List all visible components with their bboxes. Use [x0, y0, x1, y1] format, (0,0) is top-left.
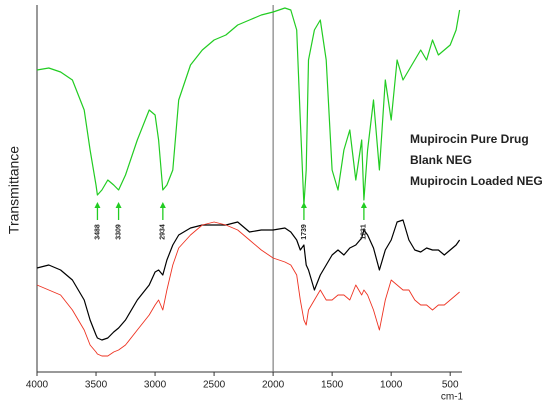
annotation-arrowhead — [300, 202, 307, 208]
annotation-arrowhead — [360, 202, 367, 208]
series-line — [36, 219, 461, 341]
x-axis-label: cm-1 — [441, 392, 464, 403]
legend-label: Blank NEG — [410, 153, 472, 167]
x-tick-label: 2500 — [203, 380, 226, 391]
x-tick-label: 1500 — [321, 380, 344, 391]
series-line — [36, 221, 460, 357]
annotation-label: 3488 — [94, 224, 101, 240]
x-tick-label: 4000 — [26, 380, 49, 391]
annotation-label: 3309 — [115, 224, 122, 240]
annotation-arrowhead — [115, 202, 122, 208]
annotation-label: 2934 — [160, 224, 167, 240]
annotation-label: 1739 — [301, 224, 308, 240]
legend-label: Mupirocin Loaded NEG — [410, 174, 543, 188]
x-tick-label: 3500 — [85, 380, 108, 391]
x-tick-label: 500 — [442, 380, 459, 391]
series-line — [36, 7, 461, 206]
y-axis-label: Transmittance — [6, 146, 22, 234]
legend-label: Mupirocin Pure Drug — [410, 132, 529, 146]
x-tick-label: 3000 — [144, 380, 167, 391]
annotation-arrowhead — [159, 202, 166, 208]
x-tick-label: 2000 — [262, 380, 285, 391]
annotation-arrowhead — [94, 202, 101, 208]
annotation-label: 1231 — [361, 224, 368, 240]
x-tick-label: 1000 — [380, 380, 403, 391]
